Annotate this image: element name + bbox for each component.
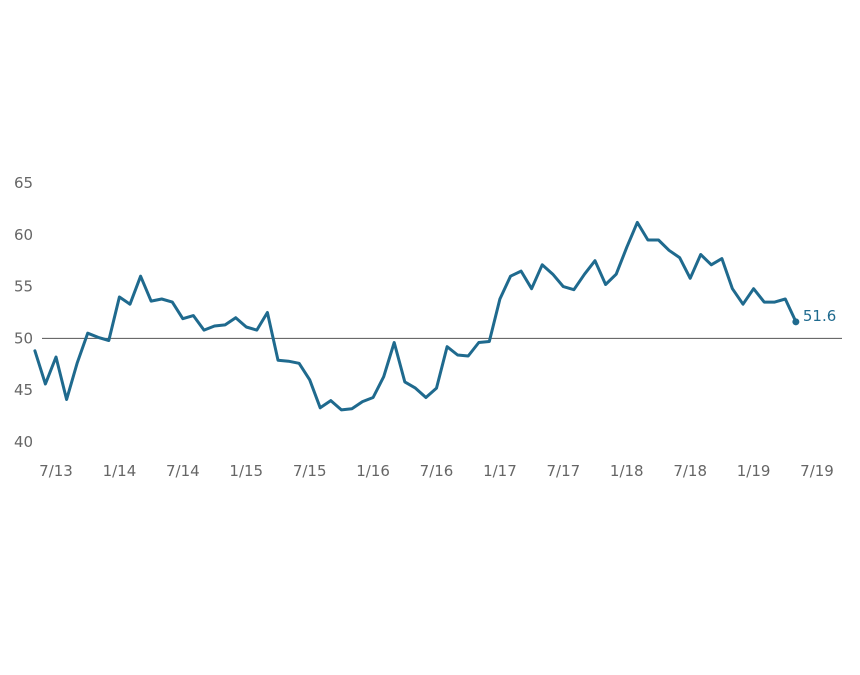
- x-tick-label: 1/16: [356, 462, 390, 480]
- y-axis-tick-labels: 40 45 50 55 60 65: [14, 174, 33, 451]
- x-tick-label: 1/15: [229, 462, 263, 480]
- x-tick-label: 1/17: [483, 462, 517, 480]
- x-tick-label: 7/14: [166, 462, 200, 480]
- x-tick-label: 7/13: [39, 462, 73, 480]
- y-tick-label: 55: [14, 278, 33, 296]
- x-tick-label: 7/16: [420, 462, 454, 480]
- y-tick-label: 50: [14, 329, 33, 347]
- y-tick-label: 40: [14, 433, 33, 451]
- x-tick-label: 1/18: [610, 462, 644, 480]
- series-line: [33, 220, 798, 412]
- x-axis-tick-labels: 7/13 1/14 7/14 1/15 7/15 1/16 7/16 1/17 7/17 1/18…: [39, 462, 834, 480]
- x-tick-label: 7/15: [293, 462, 327, 480]
- y-tick-label: 45: [14, 381, 33, 399]
- x-tick-label: 1/14: [103, 462, 137, 480]
- x-tick-label: 7/17: [546, 462, 580, 480]
- y-tick-label: 60: [14, 226, 33, 244]
- x-tick-label: 7/18: [673, 462, 707, 480]
- last-data-point: [792, 318, 800, 326]
- x-tick-label: 7/19: [800, 462, 834, 480]
- x-tick-label: 1/19: [737, 462, 771, 480]
- y-tick-label: 65: [14, 174, 33, 192]
- last-value-label: 51.6: [803, 307, 836, 325]
